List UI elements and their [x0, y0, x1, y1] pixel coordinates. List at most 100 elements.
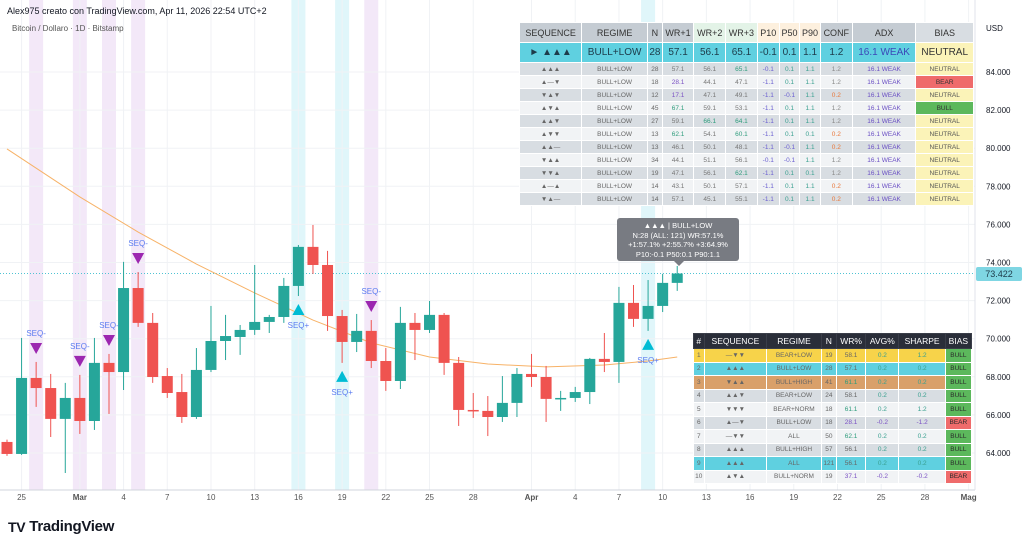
x-tick-label: 7 — [617, 493, 622, 502]
table-cell: 1.1 — [799, 179, 821, 193]
table-cell: 16.1 WEAK — [851, 153, 917, 167]
table-cell: 18 — [820, 415, 837, 430]
candle-bearish — [409, 322, 421, 330]
table-cell: NEUTRAL — [915, 153, 974, 167]
table-cell: 16.1 WEAK — [851, 88, 917, 102]
candle-bullish — [234, 329, 246, 337]
seq-plus-label: SEQ+ — [637, 356, 659, 365]
x-tick-label: Mag — [961, 493, 977, 502]
seq-minus-arrow-icon — [73, 355, 86, 367]
signal-band — [29, 0, 44, 490]
candle-bullish — [613, 302, 625, 362]
column-header: BIAS — [944, 333, 973, 349]
column-header: P10 — [756, 22, 780, 43]
x-tick-label: 10 — [207, 493, 216, 502]
seq-minus-arrow-icon — [30, 342, 43, 354]
tradingview-logo[interactable]: TV TradingView — [8, 518, 114, 535]
x-tick-label: 19 — [338, 493, 347, 502]
x-tick-label: 19 — [789, 493, 798, 502]
table-cell: 62.1 — [661, 127, 695, 141]
candle-bearish — [132, 288, 144, 323]
current-cell: ► ▲▲▲ — [518, 42, 583, 63]
table-cell: 0.1 — [778, 166, 801, 180]
candle-bearish — [307, 246, 319, 265]
table-row: ▲—▼ BULL+LOW 18 28.1 44.1 47.1 -1.1 0.1 1.1 1.2 16… — [518, 75, 974, 89]
x-tick-label: 13 — [250, 493, 259, 502]
table-cell: 51.1 — [693, 153, 727, 167]
table-cell: 9 — [693, 456, 705, 471]
table-cell: 19 — [820, 348, 837, 363]
current-cell: 56.1 — [693, 42, 727, 63]
tradingview-logo-icon: TV — [8, 518, 26, 535]
candle-bearish — [147, 322, 159, 377]
table-cell: ▼▼▲ — [518, 166, 583, 180]
table-row: ▼▲— BULL+LOW 14 57.1 45.1 55.1 -1.1 0.1 1.1 0.2 16… — [518, 192, 974, 206]
table-cell: 0.2 — [898, 361, 946, 376]
table-cell: 1.2 — [819, 101, 853, 115]
current-cell: 0.1 — [778, 42, 801, 63]
x-tick-label: 28 — [469, 493, 478, 502]
table-cell: BULL+LOW — [581, 153, 649, 167]
table-cell: 0.2 — [819, 88, 853, 102]
current-cell: 1.1 — [799, 42, 821, 63]
table-cell: BEAR — [915, 75, 974, 89]
table-cell: 41 — [820, 375, 837, 390]
x-tick-label: 16 — [294, 493, 303, 502]
x-tick-label: 4 — [573, 493, 578, 502]
table-cell: 0.2 — [898, 456, 946, 471]
column-header: P50 — [778, 22, 801, 43]
ranking-row: 4 ▲▲▼ BEAR+LOW 24 58.1 0.2 0.2 BULL — [693, 388, 973, 403]
table-cell: 0.1 — [778, 179, 801, 193]
table-cell: 61.1 — [835, 375, 867, 390]
candle-bearish — [336, 316, 348, 342]
table-cell: 16.1 WEAK — [851, 192, 917, 206]
currency-label: USD — [986, 24, 1003, 33]
x-tick-label: 25 — [425, 493, 434, 502]
table-cell: 1.2 — [819, 62, 853, 76]
table-cell: 0.2 — [865, 361, 900, 376]
candle-bullish — [190, 369, 202, 417]
candle-bearish — [161, 376, 173, 393]
candle-bullish — [642, 305, 654, 319]
table-cell: BULL — [944, 388, 973, 403]
table-cell: NEUTRAL — [915, 140, 974, 154]
table-cell: ▼▼▼ — [703, 402, 768, 417]
x-tick-label: 7 — [165, 493, 170, 502]
table-cell: 16.1 WEAK — [851, 101, 917, 115]
table-cell: 66.1 — [693, 114, 727, 128]
table-cell: ▲▲▼ — [703, 388, 768, 403]
signal-band — [131, 0, 146, 490]
table-cell: -1.1 — [756, 166, 780, 180]
table-cell: ▲▲▲ — [703, 361, 768, 376]
table-cell: 16.1 WEAK — [851, 140, 917, 154]
x-tick-label: 4 — [121, 493, 126, 502]
seq-plus-arrow-icon — [642, 338, 655, 350]
candle-bearish — [482, 410, 494, 417]
table-cell: 7 — [693, 429, 705, 444]
candle-bearish — [598, 358, 610, 362]
table-cell: 49.1 — [725, 88, 758, 102]
candle-bearish — [45, 388, 57, 419]
seq-plus-arrow-icon — [292, 304, 305, 316]
table-cell: ▲—▼ — [703, 415, 768, 430]
table-cell: BULL — [944, 361, 973, 376]
table-cell: 13 — [647, 127, 663, 141]
tooltip-title: ▲▲▲ | BULL+LOW — [643, 221, 713, 230]
table-cell: 0.2 — [865, 429, 900, 444]
y-tick-label: 82.000 — [986, 106, 1011, 115]
current-sequence-row: ► ▲▲▲ BULL+LOW 28 57.1 56.1 65.1 -0.1 0.1 1.1 1.2… — [518, 42, 974, 63]
table-cell: 24 — [820, 388, 837, 403]
table-cell: -1.1 — [756, 114, 780, 128]
candle-bullish — [59, 397, 71, 419]
table-cell: ▲▲▲ — [703, 442, 768, 457]
table-cell: NEUTRAL — [915, 114, 974, 128]
table-cell: 0.1 — [778, 127, 801, 141]
table-cell: 59.1 — [661, 114, 695, 128]
table-cell: -1.1 — [756, 127, 780, 141]
table-cell: 0.2 — [819, 179, 853, 193]
symbol-title[interactable]: Bitcoin / Dollaro · 1D · Bitstamp — [12, 24, 124, 33]
table-cell: 50.1 — [693, 179, 727, 193]
candle-bullish — [292, 246, 304, 286]
table-cell: NEUTRAL — [915, 62, 974, 76]
x-tick-label: 22 — [381, 493, 390, 502]
